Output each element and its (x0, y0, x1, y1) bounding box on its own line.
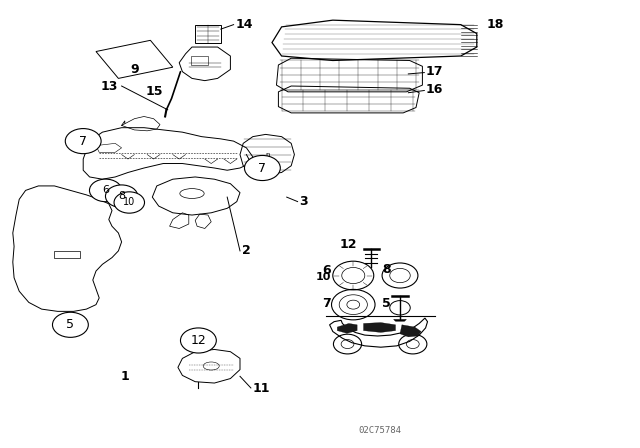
Text: p: p (266, 151, 269, 158)
Circle shape (180, 328, 216, 353)
Text: 02C75784: 02C75784 (358, 426, 401, 435)
Circle shape (114, 192, 145, 213)
Circle shape (65, 129, 101, 154)
Text: 11: 11 (253, 382, 270, 396)
Text: 5: 5 (67, 318, 74, 332)
Text: 8: 8 (118, 191, 125, 201)
Text: 4: 4 (259, 168, 268, 181)
Text: 3: 3 (300, 195, 308, 208)
Text: 9: 9 (130, 63, 139, 76)
Circle shape (244, 155, 280, 181)
Text: 12: 12 (340, 237, 358, 251)
Text: 8: 8 (382, 263, 390, 276)
Text: 14: 14 (236, 18, 253, 31)
Text: 5: 5 (382, 297, 391, 310)
Text: 12: 12 (191, 334, 206, 347)
Polygon shape (400, 325, 421, 337)
Text: 15: 15 (146, 85, 163, 99)
Polygon shape (364, 323, 396, 332)
Text: 7: 7 (79, 134, 87, 148)
Circle shape (106, 185, 138, 207)
Text: 17: 17 (426, 65, 443, 78)
Text: 10: 10 (316, 272, 331, 282)
Text: 10: 10 (123, 198, 136, 207)
Text: 6: 6 (323, 264, 331, 277)
Circle shape (52, 312, 88, 337)
Text: 1: 1 (120, 370, 129, 383)
Text: 2: 2 (242, 244, 251, 258)
Polygon shape (337, 323, 357, 333)
Text: 18: 18 (486, 18, 504, 31)
Circle shape (90, 179, 122, 202)
Text: 6: 6 (102, 185, 109, 195)
Text: 7: 7 (259, 161, 266, 175)
Polygon shape (394, 319, 406, 321)
Text: 7: 7 (322, 297, 331, 310)
Text: 13: 13 (101, 79, 118, 93)
Text: 16: 16 (426, 83, 443, 96)
